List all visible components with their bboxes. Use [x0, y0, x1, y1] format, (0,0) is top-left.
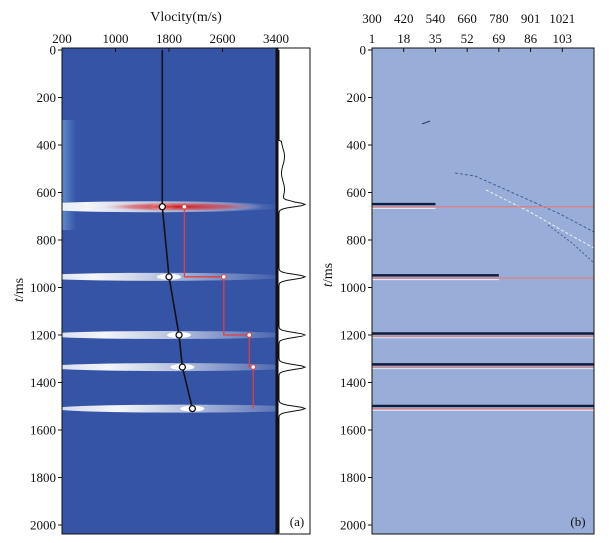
panel-b: t/ms (b) 300 420 540 660 780 901 1021 1 18 35 52 6…: [321, 11, 595, 535]
b-x-tick-label-top-1: 420: [394, 11, 414, 26]
panel-b-reflectors: [372, 202, 594, 411]
b-y-tick-label-0: 0: [360, 43, 367, 58]
rms-pick-1: [158, 203, 166, 211]
a-y-tick-label-3: 600: [37, 185, 57, 200]
a-y-tick-label-1: 200: [37, 90, 57, 105]
panel-a: Vlocity(m/s) t/ms (a) 200 1000 1800 2600 340…: [12, 10, 313, 535]
b-y-tick-label-1: 200: [347, 90, 367, 105]
a-x-tick-label-1: 1000: [103, 31, 129, 46]
b-y-tick-label-9: 1800: [340, 470, 366, 485]
a-y-tick-label-8: 1600: [30, 423, 56, 438]
panel-a-trace-curve: [278, 50, 307, 534]
b-y-tick-label-6: 1200: [340, 328, 366, 343]
panel-b-y-tick-marks: [368, 49, 372, 526]
rms-pick-5: [188, 404, 197, 413]
energy-max-red: [94, 201, 265, 212]
panel-a-rms-picks: [158, 203, 197, 413]
b-x-tick-label-top-5: 901: [521, 11, 541, 26]
panel-b-frame: [371, 47, 595, 535]
a-y-tick-label-10: 2000: [30, 518, 56, 533]
b-y-tick-label-3: 600: [347, 185, 367, 200]
a-y-tick-label-9: 1800: [30, 470, 56, 485]
interval-pick-4: [250, 364, 257, 370]
a-x-tick-label-2: 1800: [156, 31, 182, 46]
b-x-tick-label-top-6: 1021: [549, 11, 575, 26]
panel-a-semblance-background: [62, 48, 276, 534]
b-x-tick-label-bottom-6: 103: [553, 31, 573, 46]
interval-pick-3: [246, 332, 253, 338]
a-x-tick-label-4: 3400: [263, 31, 289, 46]
b-x-tick-label-top-4: 780: [489, 11, 509, 26]
panel-b-x-tick-labels-bottom: 1 18 35 52 69 86 103: [369, 31, 572, 46]
a-y-tick-label-4: 800: [37, 233, 57, 248]
panel-a-trace-strip: [275, 47, 311, 535]
a-y-tick-label-2: 400: [37, 138, 57, 153]
panel-b-diagonal-events: [421, 120, 595, 264]
a-y-tick-label-0: 0: [50, 43, 57, 58]
panel-a-energy-bands: [22, 201, 313, 413]
rms-pick-2: [165, 273, 173, 281]
panel-b-label: (b): [570, 514, 585, 529]
interval-pick-1: [181, 203, 188, 210]
diagonal-event-3: [547, 224, 595, 264]
panel-a-interval-picks: [181, 203, 257, 370]
a-x-tick-label-0: 200: [52, 31, 72, 46]
panel-b-y-tick-labels: 0 200 400 600 800 1000 1200 1400 1600 1800 2000: [340, 43, 366, 533]
a-y-tick-label-5: 1000: [30, 280, 56, 295]
panel-a-y-axis-label: t/ms: [12, 278, 27, 302]
rms-pick-4: [178, 363, 187, 371]
panel-a-left-energy-glow: [62, 120, 76, 230]
panel-b-gather-background: [372, 48, 594, 534]
b-x-tick-label-bottom-5: 86: [524, 31, 538, 46]
b-x-tick-label-top-3: 660: [457, 11, 477, 26]
b-y-tick-label-2: 400: [347, 138, 367, 153]
b-y-tick-label-5: 1000: [340, 280, 366, 295]
a-y-tick-label-7: 1400: [30, 375, 56, 390]
a-x-tick-label-3: 2600: [210, 31, 236, 46]
diagonal-event-2: [485, 189, 595, 249]
panel-b-x-tick-labels-top: 300 420 540 660 780 901 1021: [362, 11, 575, 26]
panel-a-y-tick-marks: [58, 49, 62, 526]
b-x-tick-label-bottom-0: 1: [369, 31, 376, 46]
panel-a-title: Vlocity(m/s): [150, 10, 222, 25]
b-x-tick-label-top-2: 540: [426, 11, 446, 26]
rms-pick-3: [175, 331, 183, 339]
panel-a-rms-velocity-curve: [161, 50, 194, 409]
b-y-tick-label-10: 2000: [340, 518, 366, 533]
diagonal-event-1: [454, 172, 595, 233]
panel-a-y-tick-labels: 0 200 400 600 800 1000 1200 1400 1600 1800 2000: [30, 43, 56, 533]
panel-b-y-axis-label: t/ms: [321, 263, 336, 287]
b-y-tick-label-4: 800: [347, 233, 367, 248]
b-x-tick-label-bottom-2: 35: [429, 31, 442, 46]
a-y-tick-label-6: 1200: [30, 328, 56, 343]
b-y-tick-label-7: 1400: [340, 375, 366, 390]
diagonal-event-4: [421, 120, 431, 125]
b-x-tick-label-bottom-3: 52: [461, 31, 474, 46]
b-x-tick-label-bottom-1: 18: [397, 31, 410, 46]
panel-a-x-tick-labels: 200 1000 1800 2600 3400: [52, 31, 289, 46]
b-x-tick-label-bottom-4: 69: [492, 31, 505, 46]
b-y-tick-label-8: 1600: [340, 423, 366, 438]
b-x-tick-label-top-0: 300: [362, 11, 382, 26]
interval-pick-2: [221, 274, 227, 280]
panel-a-label: (a): [290, 514, 304, 529]
